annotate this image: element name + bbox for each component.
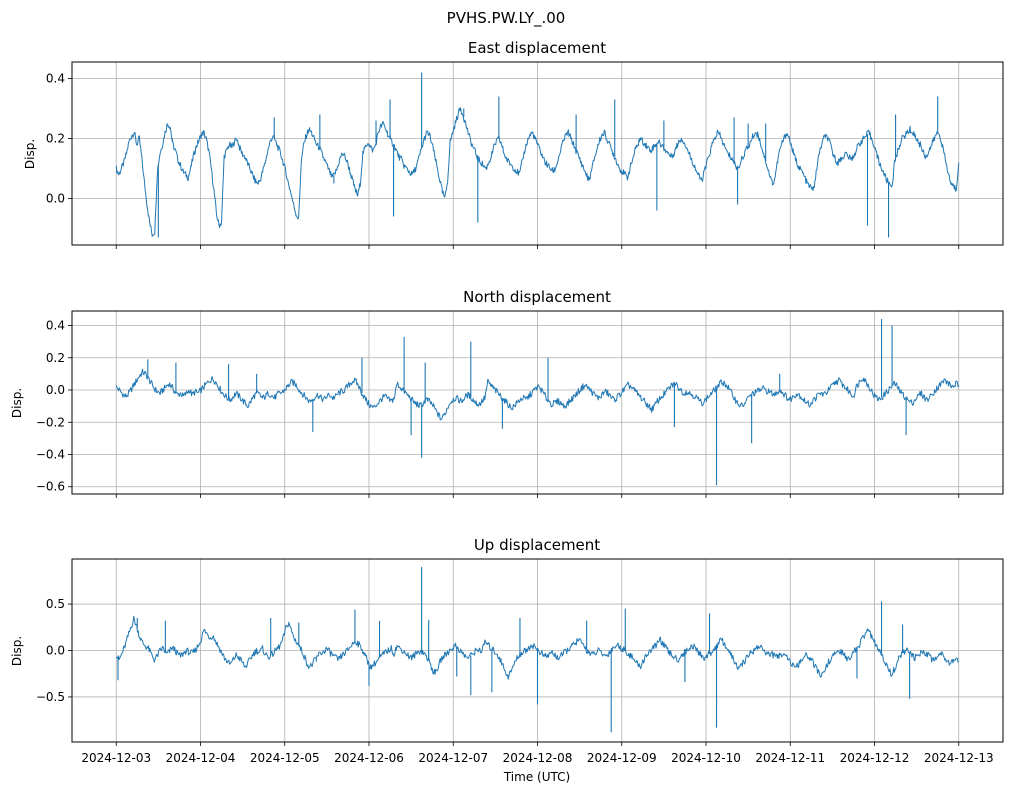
panel-north-xticks: [115, 494, 960, 498]
y-tick-label: 0.2: [46, 132, 65, 146]
y-tick-label: 0.4: [46, 72, 65, 86]
series-line: [115, 107, 960, 237]
panel-north: North displacement 0.4 0.2 0.0 −0.2 −0.4 −0.6…: [10, 288, 1004, 498]
x-tick-label: 2024-12-09: [587, 751, 657, 765]
panel-east-title: East displacement: [468, 39, 606, 57]
panel-east-ylabel: Disp.: [23, 139, 37, 169]
x-tick-label: 2024-12-06: [334, 751, 404, 765]
y-tick-label: 0.0: [46, 192, 65, 206]
x-axis-label: Time (UTC): [503, 770, 570, 784]
panel-up-line: [115, 566, 960, 733]
y-tick-label: −0.4: [36, 447, 65, 461]
panel-east: East displacement 0.0 0.2 0.4 Disp.: [23, 39, 1004, 249]
y-tick-label: −0.2: [36, 415, 65, 429]
x-tick-label: 2024-12-04: [166, 751, 236, 765]
panel-up-yticks: 0.5 0.0 −0.5: [36, 597, 72, 704]
x-tick-label: 2024-12-07: [418, 751, 488, 765]
series-line: [115, 615, 960, 680]
panel-east-line: [115, 72, 960, 238]
x-tick-label: 2024-12-11: [755, 751, 825, 765]
y-tick-label: 0.2: [46, 351, 65, 365]
panel-up-xticks: 2024-12-03 2024-12-04 2024-12-05 2024-12-06…: [81, 742, 994, 765]
panel-north-yticks: 0.4 0.2 0.0 −0.2 −0.4 −0.6: [36, 319, 72, 494]
x-tick-label: 2024-12-03: [81, 751, 151, 765]
panel-north-line: [115, 319, 960, 486]
panel-east-yticks: 0.0 0.2 0.4: [46, 72, 72, 206]
y-tick-label: 0.0: [46, 383, 65, 397]
figure-suptitle: PVHS.PW.LY_.00: [447, 9, 566, 28]
panel-east-grid: [72, 62, 1003, 245]
x-tick-label: 2024-12-05: [250, 751, 320, 765]
panel-north-ylabel: Disp.: [10, 388, 24, 418]
x-tick-label: 2024-12-13: [924, 751, 994, 765]
panel-north-title: North displacement: [463, 288, 611, 306]
y-tick-label: −0.6: [36, 480, 65, 494]
panel-east-xticks: [115, 245, 960, 249]
panel-up-grid: [72, 559, 1003, 742]
x-tick-label: 2024-12-12: [840, 751, 910, 765]
y-tick-label: −0.5: [36, 690, 65, 704]
panel-up: Up displacement 0.50.0−0.5 2024-12-03 202…: [10, 536, 1004, 765]
panel-up-ylabel: Disp.: [10, 636, 24, 666]
panel-up-title: Up displacement: [474, 536, 600, 554]
x-tick-label: 2024-12-08: [503, 751, 573, 765]
y-tick-label: 0.5: [46, 597, 65, 611]
y-tick-label: 0.0: [46, 644, 65, 658]
x-tick-label: 2024-12-10: [671, 751, 741, 765]
y-tick-label: 0.4: [46, 319, 65, 333]
